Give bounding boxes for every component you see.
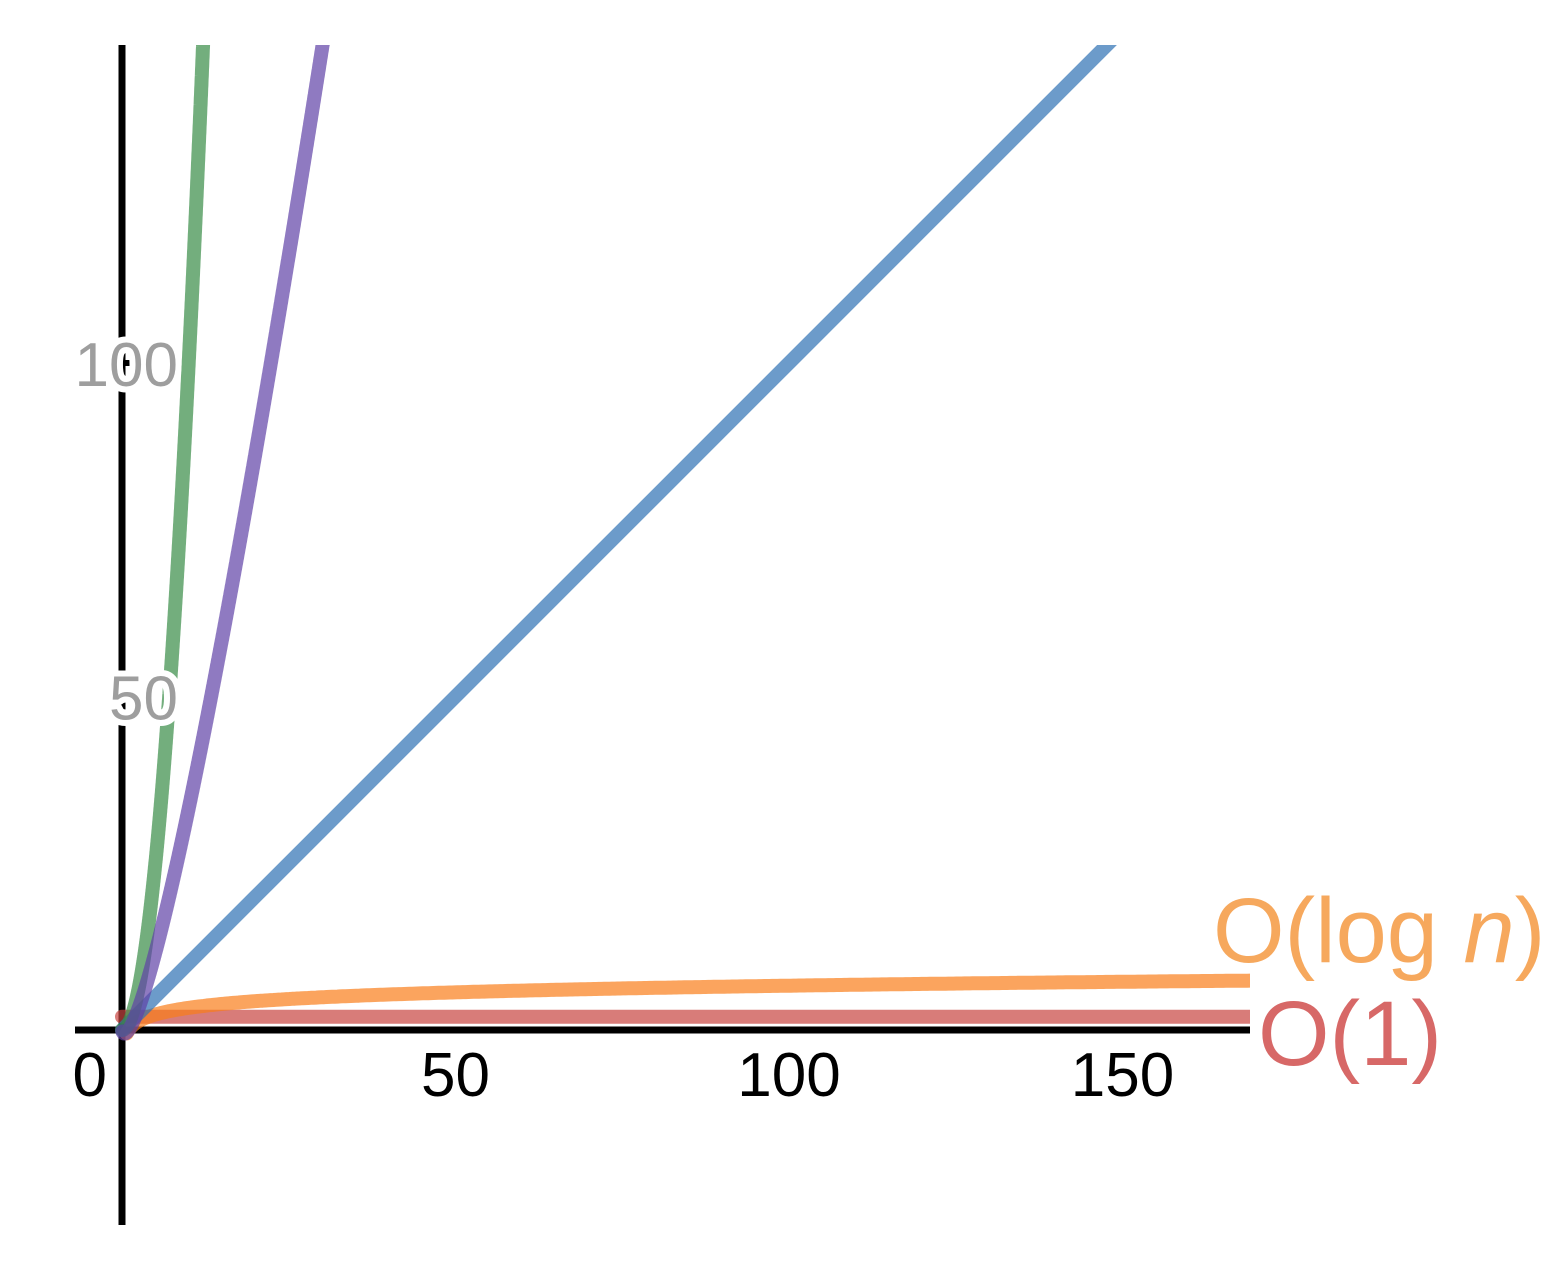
o-log-n-prefix: O(log: [1213, 880, 1464, 982]
curve-label-o-1: O(1): [1258, 983, 1442, 1085]
curve-linear: [115, 45, 1117, 1037]
axis-tick-labels: 0 50 100 150 50 100: [67, 325, 1181, 1116]
complexity-curves: [115, 45, 1250, 1041]
o-log-n-variable: n: [1464, 880, 1515, 982]
curve-quadratic: [115, 45, 211, 1037]
curve-linearithmic: [115, 45, 330, 1041]
x-tick-label: 100: [737, 1041, 840, 1110]
x-tick-label: 150: [1071, 1041, 1174, 1110]
curve-logarithmic: [119, 973, 1250, 1041]
axis-tick-marks: [111, 360, 134, 700]
x-tick-label: 50: [421, 1041, 490, 1110]
y-tick-label: 50: [109, 665, 178, 734]
x-tick-label-origin: 0: [73, 1041, 107, 1110]
curve-label-o-log-n: O(log n): [1213, 880, 1545, 982]
o-log-n-suffix: ): [1515, 880, 1546, 982]
y-tick-label: 100: [75, 331, 178, 400]
